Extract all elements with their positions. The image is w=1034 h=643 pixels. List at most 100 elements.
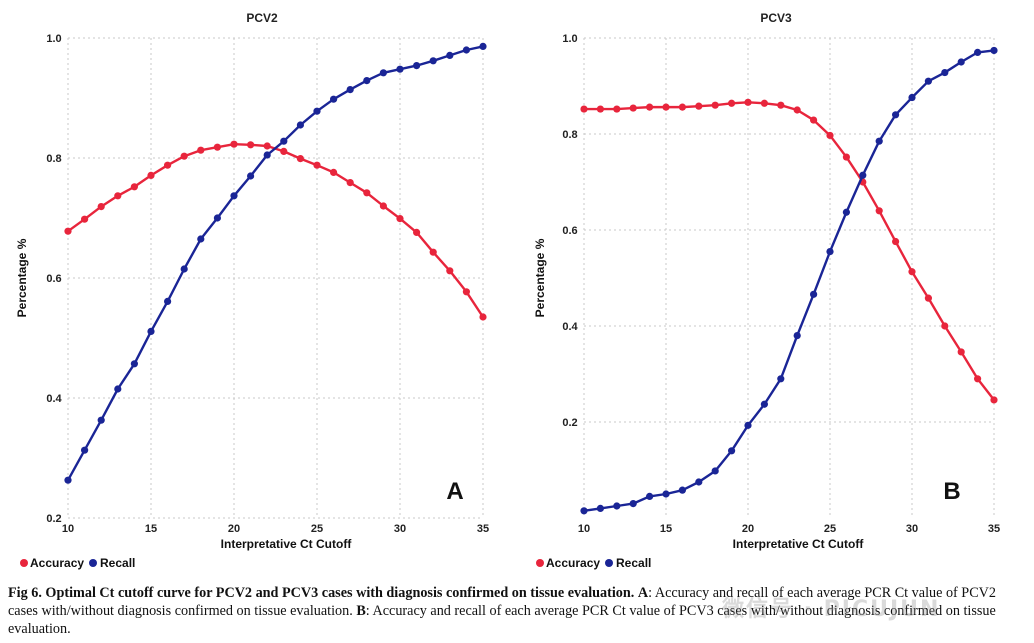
legend-accuracy-marker <box>536 559 544 567</box>
data-point-recall <box>957 58 965 66</box>
data-point-accuracy <box>446 267 454 275</box>
y-tick-label: 0.8 <box>46 153 61 165</box>
x-tick-label: 20 <box>742 523 754 535</box>
data-point-recall <box>479 42 487 51</box>
data-point-recall <box>842 208 851 216</box>
panel-a-legend: Accuracy Recall <box>20 556 135 570</box>
data-point-recall <box>247 172 255 180</box>
data-point-accuracy <box>280 147 288 155</box>
legend-accuracy-label: Accuracy <box>30 556 84 570</box>
data-point-recall <box>646 492 654 500</box>
data-point-recall <box>296 121 304 129</box>
data-point-recall <box>924 77 933 85</box>
data-point-accuracy <box>81 215 89 223</box>
data-point-accuracy <box>728 99 736 107</box>
panel-a-grid <box>67 37 484 519</box>
data-point-recall <box>230 192 238 200</box>
data-point-accuracy <box>479 313 487 321</box>
data-point-accuracy <box>64 227 72 235</box>
data-point-accuracy <box>346 179 354 187</box>
data-point-recall <box>974 48 982 57</box>
data-point-accuracy <box>247 141 255 149</box>
data-point-accuracy <box>580 105 588 113</box>
data-point-accuracy <box>396 215 404 223</box>
data-point-recall <box>147 327 155 335</box>
data-point-accuracy <box>197 146 205 154</box>
panel-a-title: PCV2 <box>246 11 278 25</box>
x-tick-label: 15 <box>660 523 672 535</box>
data-point-accuracy <box>413 228 421 236</box>
caption-text-b: : Accuracy and recall of each average PC… <box>8 603 996 637</box>
legend-recall-marker <box>89 559 97 567</box>
data-point-recall <box>662 490 670 498</box>
data-point-recall <box>462 46 470 54</box>
series-line-recall <box>66 45 484 481</box>
y-tick-label: 0.4 <box>46 393 62 405</box>
data-point-recall <box>695 478 703 486</box>
caption-label-a: A <box>637 585 649 601</box>
panel-b-y-ticks: 0.2 0.4 0.6 0.8 1.0 <box>562 33 578 429</box>
x-tick-label: 30 <box>394 523 406 535</box>
data-point-accuracy <box>613 105 621 113</box>
series-line-accuracy <box>67 142 485 318</box>
data-point-accuracy <box>596 105 605 113</box>
x-tick-label: 15 <box>145 523 157 535</box>
data-point-recall <box>363 77 371 85</box>
legend-recall-marker <box>605 559 613 567</box>
data-point-recall <box>580 507 588 515</box>
data-point-recall <box>263 151 271 159</box>
data-point-accuracy <box>957 348 965 356</box>
caption-title: Fig 6. Optimal Ct cutoff curve for PCV2 … <box>8 585 635 601</box>
data-point-accuracy <box>429 248 437 256</box>
data-point-recall <box>180 265 188 273</box>
data-point-recall <box>413 62 421 70</box>
data-point-recall <box>629 500 637 508</box>
data-point-recall <box>346 86 354 94</box>
data-point-recall <box>429 57 437 65</box>
data-point-accuracy <box>263 142 271 150</box>
data-point-accuracy <box>892 237 900 246</box>
data-point-accuracy <box>130 183 138 191</box>
data-point-recall <box>613 502 621 510</box>
data-point-recall <box>446 51 454 60</box>
data-point-recall <box>941 68 949 77</box>
data-point-accuracy <box>363 189 371 197</box>
data-point-recall <box>728 447 736 455</box>
x-tick-label: 10 <box>62 523 74 535</box>
x-tick-label: 10 <box>578 523 590 535</box>
data-point-recall <box>990 46 998 55</box>
data-point-accuracy <box>941 322 949 330</box>
panel-a-x-ticks: 10 15 20 25 30 35 <box>62 523 489 535</box>
data-point-recall <box>164 297 172 305</box>
caption-label-b: B <box>356 603 366 619</box>
panel-b-series <box>580 46 998 515</box>
panel-b-legend: Accuracy Recall <box>536 556 651 570</box>
legend-accuracy-marker <box>20 559 28 567</box>
data-point-accuracy <box>875 207 883 215</box>
x-tick-label: 20 <box>228 523 240 535</box>
y-tick-label: 0.6 <box>562 225 577 237</box>
data-point-accuracy <box>313 161 321 169</box>
data-point-accuracy <box>147 171 155 179</box>
panel-a-xlabel: Interpretative Ct Cutoff <box>221 537 353 551</box>
data-point-accuracy <box>629 104 637 112</box>
data-point-recall <box>908 93 916 102</box>
legend-accuracy-label: Accuracy <box>546 556 600 570</box>
data-point-recall <box>213 214 221 222</box>
data-point-recall <box>114 385 122 393</box>
data-point-accuracy <box>296 155 304 163</box>
data-point-recall <box>596 504 605 512</box>
panel-a-y-ticks: 0.2 0.4 0.6 0.8 1.0 <box>46 33 62 525</box>
panel-a-pcv2: PCV2 0.2 0.4 0.6 0.8 1.0 10 15 20 25 30 35 Interp… <box>15 11 489 570</box>
data-point-recall <box>197 235 205 243</box>
panel-b-x-ticks: 10 15 20 25 30 35 <box>578 523 1000 535</box>
data-point-recall <box>130 360 138 368</box>
panel-b-grid <box>583 37 995 518</box>
panel-a-series <box>64 42 487 484</box>
data-point-recall <box>760 400 769 408</box>
series-line-recall <box>583 49 995 512</box>
data-point-recall <box>875 137 883 145</box>
data-point-recall <box>379 69 387 77</box>
data-point-accuracy <box>462 288 470 296</box>
data-point-recall <box>678 486 687 494</box>
